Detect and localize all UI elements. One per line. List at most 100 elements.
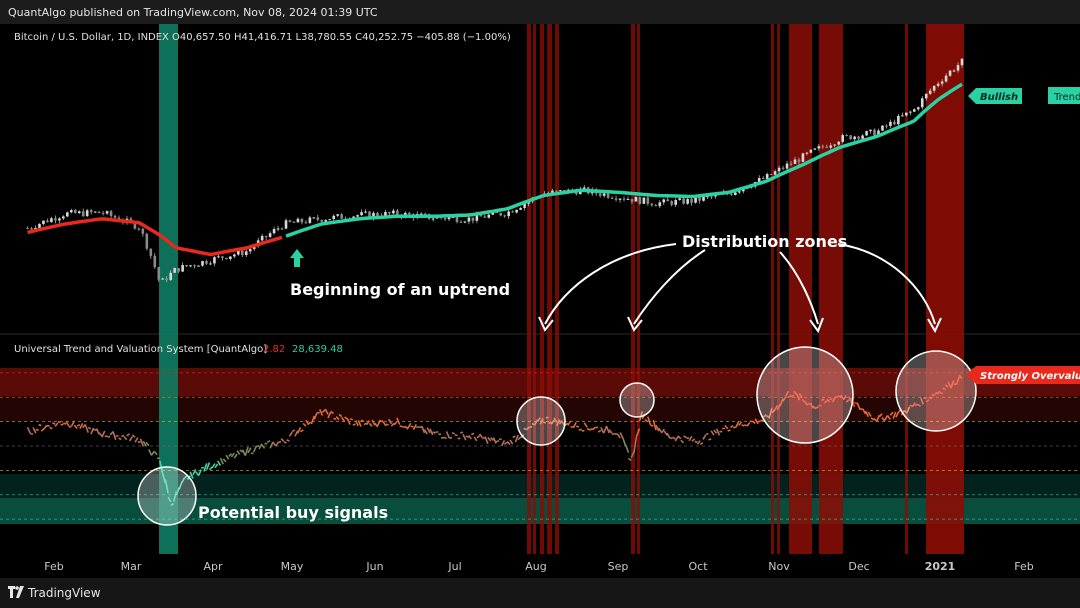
candle bbox=[773, 171, 777, 175]
oscillator-segment bbox=[164, 479, 169, 494]
time-axis-tick: 2021 bbox=[925, 560, 956, 573]
oscillator-segment bbox=[724, 424, 729, 430]
oscillator-segment bbox=[341, 416, 346, 423]
candle bbox=[161, 278, 165, 280]
candle bbox=[225, 257, 228, 260]
time-axis[interactable]: Feb Mar Apr May Jun Jul Aug Sep Oct Nov Dec 2021 Feb bbox=[44, 560, 1033, 573]
oscillator-segment bbox=[782, 396, 787, 402]
oscillator-segment bbox=[886, 415, 891, 420]
oscillator-segment bbox=[498, 438, 502, 441]
candle bbox=[487, 214, 491, 218]
candle bbox=[885, 125, 888, 127]
oscillator-segment bbox=[534, 419, 539, 426]
oscillator-segment bbox=[261, 444, 266, 449]
candle bbox=[702, 196, 705, 201]
candle bbox=[384, 212, 387, 217]
candle bbox=[555, 190, 558, 192]
oscillator-segment bbox=[909, 404, 913, 407]
oscillator-segment bbox=[597, 429, 602, 433]
oscillator-segment bbox=[38, 423, 42, 427]
oscillator-segment bbox=[239, 449, 244, 453]
candle bbox=[901, 115, 904, 117]
oscillator-segment bbox=[550, 419, 555, 425]
oscillator-segment bbox=[490, 437, 494, 441]
oscillator-segment bbox=[73, 424, 78, 430]
oscillator-segment bbox=[294, 430, 299, 437]
oscillator-segment bbox=[288, 431, 293, 437]
candle bbox=[252, 246, 256, 249]
candle bbox=[682, 198, 685, 204]
oscillator-segment bbox=[79, 423, 84, 429]
trend-bullish bbox=[285, 82, 963, 238]
time-axis-tick: Sep bbox=[608, 560, 629, 573]
time-axis-tick: Jun bbox=[365, 560, 383, 573]
oscillator-segment bbox=[49, 426, 53, 430]
candle bbox=[853, 136, 856, 140]
oscillator-segment bbox=[646, 416, 652, 426]
time-axis-tick: Apr bbox=[203, 560, 223, 573]
indicator-legend-title: Universal Trend and Valuation System [Qu… bbox=[14, 344, 267, 355]
candle bbox=[519, 207, 522, 210]
oscillator-segment bbox=[76, 423, 81, 427]
candle bbox=[109, 211, 113, 216]
candle bbox=[209, 263, 212, 265]
oscillator-segment bbox=[443, 436, 447, 440]
oscillator-segment bbox=[950, 380, 955, 389]
oscillator-segment bbox=[630, 451, 635, 459]
candle bbox=[423, 213, 427, 215]
oscillator-segment bbox=[773, 404, 779, 411]
indicator-legend-score: 2.82 bbox=[263, 344, 285, 355]
candle bbox=[678, 198, 681, 201]
oscillator-segment bbox=[715, 428, 721, 436]
candle bbox=[58, 218, 61, 221]
oscillator-segment bbox=[368, 422, 373, 427]
chart-canvas[interactable]: Bitcoin / U.S. Dollar, 1D, INDEX O40,657… bbox=[0, 24, 1080, 578]
uptrend-annotation: Beginning of an uptrend bbox=[290, 280, 510, 299]
candle bbox=[193, 265, 196, 267]
candle bbox=[312, 217, 316, 219]
candle bbox=[646, 197, 650, 204]
oscillator-segment bbox=[512, 435, 516, 439]
oscillator-segment bbox=[801, 398, 806, 403]
candle bbox=[93, 211, 97, 213]
trend-label: Trend bbox=[1048, 87, 1080, 104]
candle bbox=[837, 141, 841, 145]
candle bbox=[622, 198, 626, 200]
oscillator-segment bbox=[925, 399, 930, 403]
candle bbox=[260, 235, 264, 241]
oscillator-segment bbox=[528, 425, 533, 429]
candle bbox=[654, 205, 658, 207]
indicator-legend-trend: 28,639.48 bbox=[292, 344, 343, 355]
oscillator-segment bbox=[247, 447, 252, 454]
candle bbox=[372, 212, 375, 218]
oscillator-segment bbox=[305, 419, 310, 426]
distribution-annotation: Distribution zones bbox=[682, 232, 847, 251]
oscillator-segment bbox=[616, 433, 621, 439]
candle bbox=[185, 265, 188, 267]
candle bbox=[233, 254, 236, 257]
oscillator-segment bbox=[203, 463, 208, 472]
candle bbox=[467, 217, 471, 222]
oscillator-segment bbox=[680, 439, 685, 444]
candle bbox=[805, 152, 809, 154]
oscillator-segment bbox=[845, 399, 850, 403]
candle bbox=[149, 248, 153, 256]
candle bbox=[618, 198, 622, 200]
candle bbox=[829, 145, 833, 148]
candle bbox=[559, 190, 562, 192]
candle bbox=[813, 148, 817, 150]
candle bbox=[960, 58, 964, 66]
oscillator-segment bbox=[426, 427, 431, 434]
oscillator-segment bbox=[873, 417, 878, 422]
oscillator-segment bbox=[131, 434, 136, 438]
oscillator-segment bbox=[208, 466, 213, 471]
oscillator-segment bbox=[735, 420, 740, 428]
candle bbox=[897, 115, 900, 125]
price-legend-ohlc: O40,657.50 H41,416.71 L38,780.55 C40,252… bbox=[172, 32, 511, 43]
candle bbox=[893, 121, 896, 125]
oscillator-segment bbox=[26, 426, 32, 434]
candle bbox=[105, 211, 109, 214]
signal-circles bbox=[137, 346, 977, 526]
oscillator-segment bbox=[35, 428, 39, 432]
oscillator-segment bbox=[652, 419, 657, 431]
